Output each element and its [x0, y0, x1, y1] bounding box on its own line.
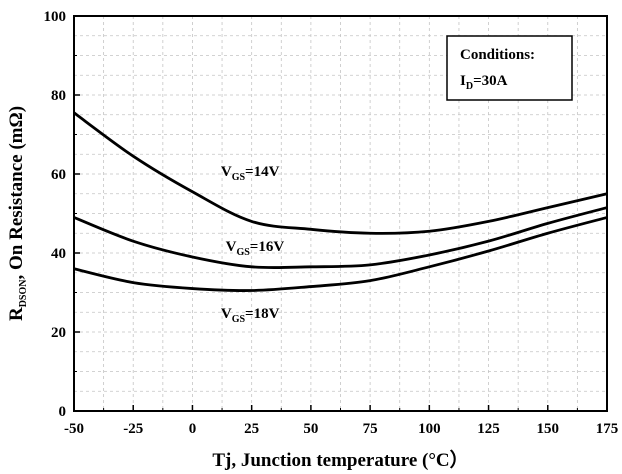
series-line-vgs-14v — [73, 111, 608, 235]
y-axis-title: RDSON, On Resistance (mΩ) — [6, 106, 29, 321]
x-axis-title: Tj, Junction temperature (°C） — [212, 448, 468, 471]
series-label-vgs-14v: VGS=14V — [221, 164, 280, 183]
x-tick-label: 150 — [537, 421, 560, 437]
conditions-box: Conditions: ID=30A — [446, 35, 573, 101]
x-tick-label: -25 — [123, 421, 143, 437]
y-axis-title-sub: DSON — [18, 279, 29, 308]
x-tick-label: 0 — [189, 421, 197, 437]
series-line-vgs-16v — [73, 206, 608, 270]
series-lines — [73, 111, 608, 292]
series-label-vgs-18v: VGS=18V — [221, 306, 280, 325]
x-tick-label: 125 — [477, 421, 500, 437]
x-tick-label: 75 — [363, 421, 378, 437]
y-axis-title-rest: , On Resistance (mΩ) — [6, 106, 27, 280]
y-tick-label: 20 — [51, 325, 66, 341]
y-tick-label: 80 — [51, 88, 66, 104]
y-tick-label: 60 — [51, 167, 66, 183]
y-axis-title-main: R — [6, 307, 27, 321]
axis-ticks: -50 -25 0 25 50 75 100 125 150 175 0 20 40 60 80 100 — [44, 9, 619, 437]
series-label-group: VGS=14V VGS=16V VGS=18V — [221, 164, 284, 325]
conditions-box-frame — [446, 35, 573, 101]
conditions-title: Conditions: — [460, 47, 535, 63]
y-tick-label: 0 — [59, 404, 67, 420]
y-tick-label: 40 — [51, 246, 66, 262]
series-line-vgs-18v — [73, 216, 608, 292]
x-tick-label: -50 — [64, 421, 84, 437]
conditions-current: ID=30A — [460, 73, 508, 92]
x-tick-label: 175 — [596, 421, 619, 437]
x-tick-label: 50 — [303, 421, 318, 437]
series-label-vgs-16v: VGS=16V — [226, 239, 285, 258]
x-tick-label: 25 — [244, 421, 259, 437]
x-tick-label: 100 — [418, 421, 441, 437]
y-tick-label: 100 — [44, 9, 67, 25]
